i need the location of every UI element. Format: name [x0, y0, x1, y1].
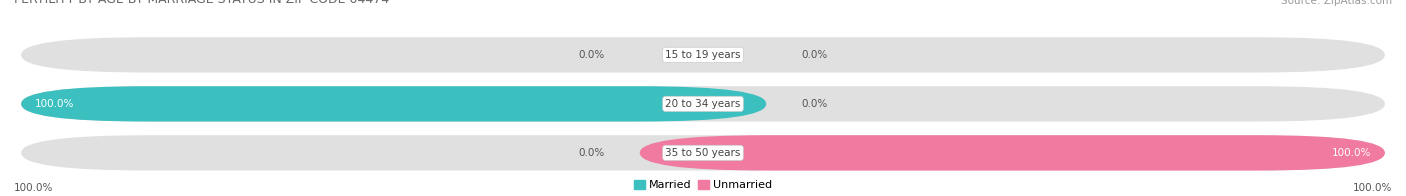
- FancyBboxPatch shape: [21, 86, 766, 122]
- Text: 0.0%: 0.0%: [578, 148, 605, 158]
- FancyBboxPatch shape: [21, 37, 1385, 73]
- Text: 100.0%: 100.0%: [1331, 148, 1371, 158]
- Text: 20 to 34 years: 20 to 34 years: [665, 99, 741, 109]
- FancyBboxPatch shape: [640, 135, 1385, 171]
- Text: 15 to 19 years: 15 to 19 years: [665, 50, 741, 60]
- Text: 100.0%: 100.0%: [35, 99, 75, 109]
- Text: 0.0%: 0.0%: [801, 50, 828, 60]
- Text: Source: ZipAtlas.com: Source: ZipAtlas.com: [1281, 0, 1392, 6]
- FancyBboxPatch shape: [21, 135, 1385, 171]
- Text: 100.0%: 100.0%: [14, 183, 53, 193]
- Text: 0.0%: 0.0%: [578, 50, 605, 60]
- Text: 100.0%: 100.0%: [1353, 183, 1392, 193]
- Text: FERTILITY BY AGE BY MARRIAGE STATUS IN ZIP CODE 04474: FERTILITY BY AGE BY MARRIAGE STATUS IN Z…: [14, 0, 389, 6]
- Text: 35 to 50 years: 35 to 50 years: [665, 148, 741, 158]
- Legend: Married, Unmarried: Married, Unmarried: [634, 180, 772, 191]
- Text: 0.0%: 0.0%: [801, 99, 828, 109]
- FancyBboxPatch shape: [21, 86, 1385, 122]
